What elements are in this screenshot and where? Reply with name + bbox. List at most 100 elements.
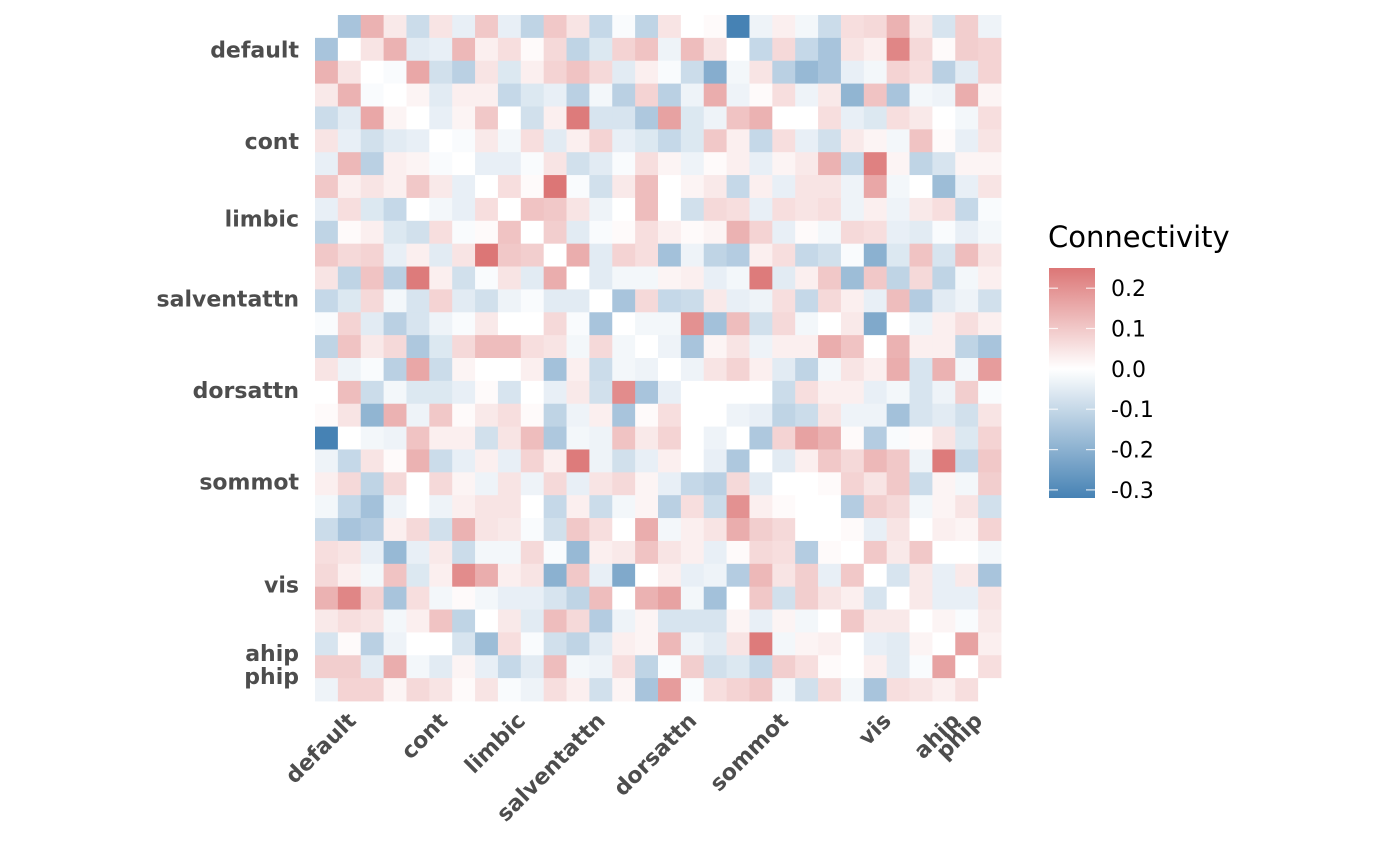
legend-tick-label: -0.1 <box>1111 398 1154 423</box>
heatmap-cell <box>497 449 522 473</box>
x-tick-label-default: default <box>281 708 362 789</box>
heatmap-cell <box>497 220 522 245</box>
heatmap-cell <box>749 152 773 176</box>
heatmap-cell <box>475 495 499 519</box>
heatmap-cell <box>818 197 842 222</box>
heatmap-cell <box>337 358 362 382</box>
x-tick-label-cont: cont <box>397 708 453 764</box>
heatmap-cell <box>909 289 933 313</box>
heatmap-cell <box>543 540 567 565</box>
heatmap-cell <box>452 129 476 153</box>
heatmap-cell <box>840 175 865 199</box>
heatmap-cell <box>772 426 796 450</box>
heatmap-cell <box>383 152 407 176</box>
heatmap-cell <box>863 37 888 62</box>
heatmap-cell <box>863 289 888 313</box>
heatmap-cell <box>726 540 750 565</box>
heatmap-cell <box>955 540 979 565</box>
heatmap-cell <box>658 220 682 245</box>
y-tick-label-vis: vis <box>264 573 299 598</box>
heatmap-cell <box>749 540 773 565</box>
heatmap-cell <box>520 495 545 519</box>
heatmap-cell <box>452 152 476 176</box>
heatmap-cell <box>749 358 773 382</box>
heatmap-cell <box>383 518 407 542</box>
heatmap-cell <box>749 472 773 496</box>
heatmap-cell <box>863 83 888 107</box>
heatmap-cell <box>955 380 979 405</box>
heatmap-cell <box>840 197 865 222</box>
heatmap-cell <box>315 586 339 610</box>
heatmap-cell <box>978 289 1002 313</box>
heatmap-cell <box>635 15 659 39</box>
heatmap-cell <box>932 60 956 84</box>
heatmap-cell <box>589 586 613 610</box>
heatmap-cell <box>497 586 522 610</box>
heatmap-cell <box>360 563 384 588</box>
heatmap-cell <box>658 380 682 405</box>
heatmap-cell <box>497 335 522 359</box>
heatmap-cell <box>840 540 865 565</box>
heatmap-cell <box>658 37 682 62</box>
heatmap-cell <box>886 220 910 245</box>
heatmap-cell <box>635 266 659 290</box>
heatmap-cell <box>429 312 453 336</box>
heatmap-cell <box>589 83 613 107</box>
heatmap-cell <box>452 266 476 290</box>
heatmap-cell <box>680 312 705 336</box>
heatmap-cell <box>772 495 796 519</box>
heatmap-cell <box>749 518 773 542</box>
heatmap-cell <box>589 495 613 519</box>
heatmap-cell <box>749 129 773 153</box>
y-tick-label-cont: cont <box>245 130 300 155</box>
heatmap-cell <box>680 609 705 633</box>
heatmap-cell <box>383 220 407 245</box>
y-axis-tick-labels: default cont limbic salventattn dorsattn somm… <box>157 38 300 689</box>
heatmap-cell <box>406 175 430 199</box>
heatmap-cell <box>749 609 773 633</box>
heatmap-cell <box>612 586 636 610</box>
heatmap-cell <box>680 83 705 107</box>
heatmap-cell <box>543 289 567 313</box>
heatmap-cell <box>383 37 407 62</box>
heatmap-cell <box>909 449 933 473</box>
heatmap-cell <box>452 449 476 473</box>
heatmap-cell <box>406 60 430 84</box>
heatmap-cell <box>429 37 453 62</box>
heatmap-cell <box>360 129 384 153</box>
heatmap-cell <box>703 518 727 542</box>
heatmap-cell <box>840 243 865 267</box>
heatmap-cell <box>497 426 522 450</box>
heatmap-cell <box>932 609 956 633</box>
heatmap-cell <box>932 586 956 610</box>
heatmap-cell <box>429 129 453 153</box>
heatmap-cell <box>703 266 727 290</box>
heatmap-cell <box>383 197 407 222</box>
legend-tick-label: 0.1 <box>1111 318 1146 343</box>
heatmap-cell <box>315 220 339 245</box>
heatmap-cell <box>909 106 933 130</box>
heatmap-cell <box>635 518 659 542</box>
heatmap-cell <box>635 586 659 610</box>
heatmap-cell <box>863 335 888 359</box>
heatmap-cell <box>932 380 956 405</box>
heatmap-cell <box>658 289 682 313</box>
heatmap-cell <box>315 289 339 313</box>
heatmap-cell <box>955 266 979 290</box>
heatmap-cell <box>658 678 682 702</box>
heatmap-cell <box>589 563 613 588</box>
heatmap-cell <box>886 586 910 610</box>
heatmap-cell <box>543 449 567 473</box>
heatmap-cell <box>909 335 933 359</box>
heatmap-cell <box>612 15 636 39</box>
heatmap-cell <box>658 83 682 107</box>
heatmap-cell <box>337 197 362 222</box>
heatmap-cell <box>475 609 499 633</box>
heatmap-cell <box>383 106 407 130</box>
heatmap-cell <box>978 495 1002 519</box>
heatmap-cell <box>795 335 819 359</box>
heatmap-cell <box>840 83 865 107</box>
heatmap-cell <box>406 335 430 359</box>
heatmap-cell <box>955 449 979 473</box>
